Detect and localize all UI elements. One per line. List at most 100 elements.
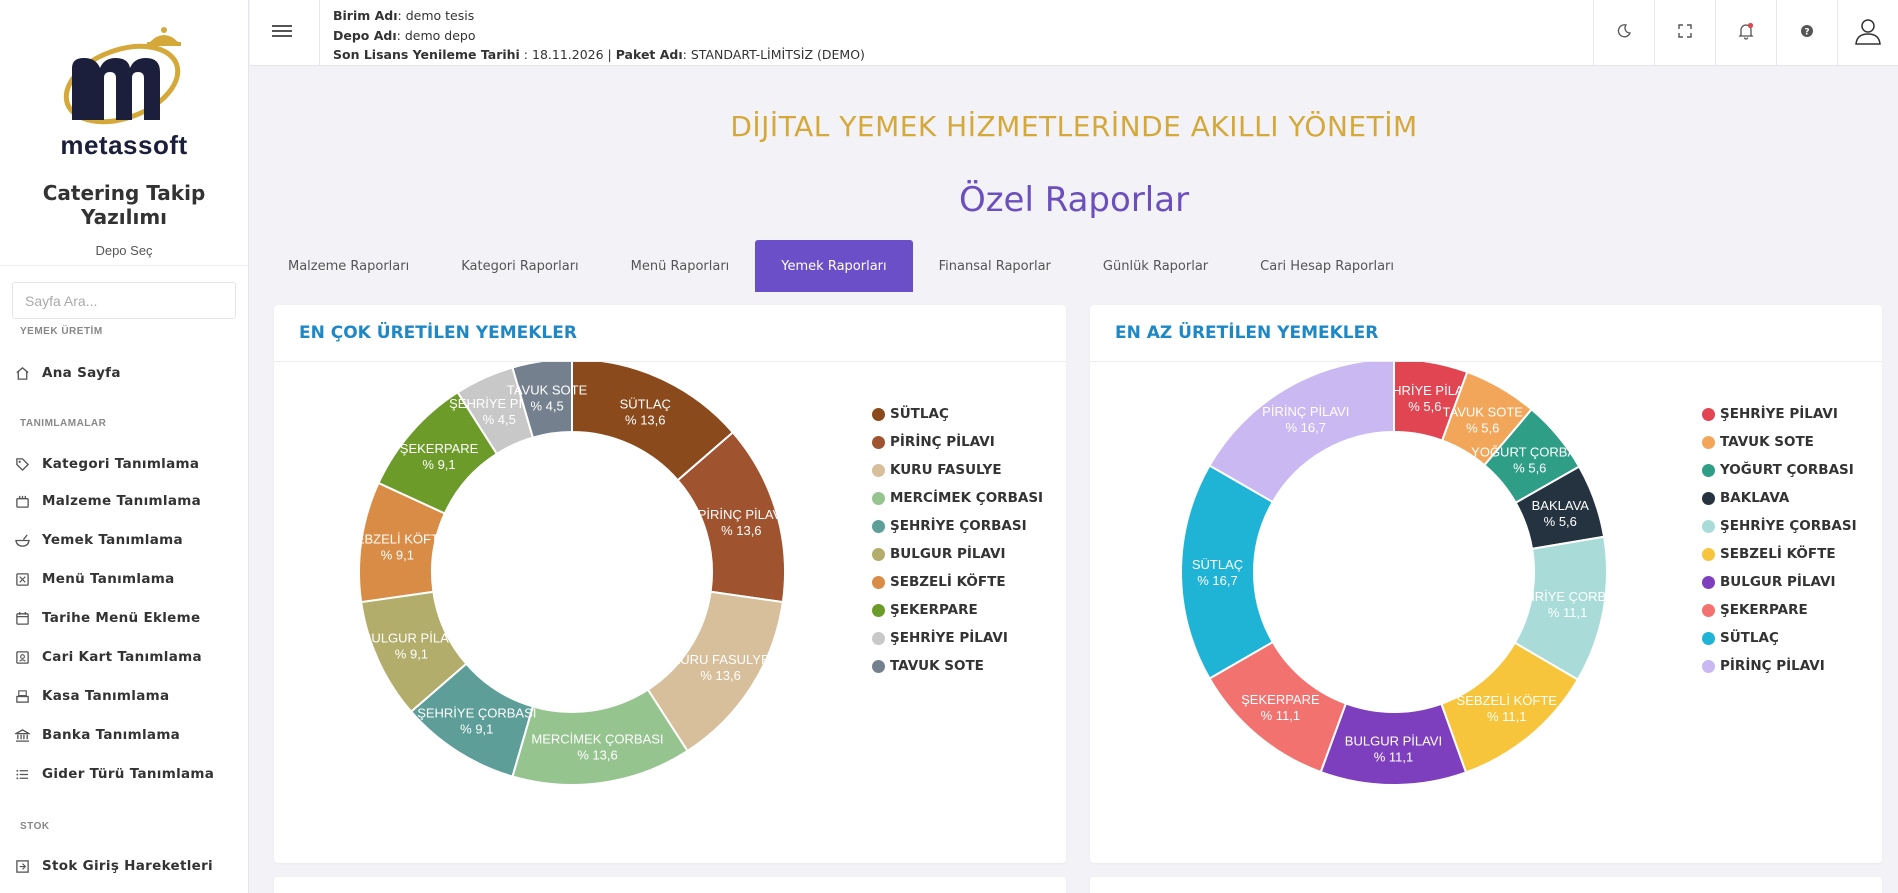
slice-value-label: % 13,6 bbox=[700, 668, 740, 683]
tab-gunluk-raporlar[interactable]: Günlük Raporlar bbox=[1102, 258, 1209, 274]
slice-value-label: % 4,5 bbox=[483, 412, 516, 427]
slice-value-label: % 13,6 bbox=[625, 412, 665, 427]
legend-item[interactable]: SÜTLAÇ bbox=[1702, 624, 1857, 652]
legend-item[interactable]: PİRİNÇ PİLAVI bbox=[872, 428, 1043, 456]
sidebar-item-label: Banka Tanımlama bbox=[42, 727, 181, 743]
legend-label: MERCİMEK ÇORBASI bbox=[890, 490, 1044, 506]
top-header: Birim Adı: demo tesis Depo Adı: demo dep… bbox=[250, 0, 1898, 66]
birim-value: : demo tesis bbox=[397, 8, 475, 23]
sidebar-item-cari-kart[interactable]: Cari Kart Tanımlama bbox=[14, 645, 202, 669]
slice-label: BAKLAVA bbox=[1532, 498, 1590, 513]
svg-text:?: ? bbox=[1804, 27, 1809, 37]
legend-item[interactable]: BAKLAVA bbox=[1702, 484, 1857, 512]
tab-malzeme-raporlari[interactable]: Malzeme Raporları bbox=[288, 258, 410, 274]
tagline: DİJİTAL YEMEK HİZMETLERİNDE AKILLI YÖNET… bbox=[730, 110, 1418, 143]
tab-menu-raporlari[interactable]: Menü Raporları bbox=[630, 258, 730, 274]
pie-slice[interactable] bbox=[1208, 362, 1395, 504]
pie-slice[interactable] bbox=[1180, 464, 1275, 680]
legend-swatch bbox=[1702, 659, 1715, 673]
slice-value-label: % 5,6 bbox=[1466, 420, 1499, 435]
legend-item[interactable]: KURU FASULYE bbox=[872, 456, 1043, 484]
section-yemek-uretim: YEMEK ÜRETİM bbox=[20, 326, 103, 337]
dark-mode-button[interactable] bbox=[1593, 0, 1654, 66]
chart-card-partial bbox=[274, 877, 1066, 893]
slice-label: ŞEHRİYE ÇORBASI bbox=[1508, 589, 1627, 604]
fullscreen-button[interactable] bbox=[1654, 0, 1715, 66]
sidebar-item-menu[interactable]: Menü Tanımlama bbox=[14, 567, 175, 591]
sidebar-item-stok-giris[interactable]: Stok Giriş Hareketleri bbox=[14, 854, 213, 878]
page-search-input[interactable] bbox=[12, 282, 236, 319]
slice-label: BULGUR PİLAVI bbox=[1345, 733, 1442, 748]
help-button[interactable]: ? bbox=[1776, 0, 1837, 66]
notifications-button[interactable] bbox=[1715, 0, 1776, 66]
lisans-value: : 18.11.2026 | bbox=[519, 47, 616, 62]
section-tanimlamalar: TANIMLAMALAR bbox=[20, 418, 107, 429]
sidebar-item-banka[interactable]: Banka Tanımlama bbox=[14, 723, 180, 747]
app-name: Catering Takip Yazılımı bbox=[42, 181, 206, 229]
legend-item[interactable]: MERCİMEK ÇORBASI bbox=[872, 484, 1043, 512]
legend-label: ŞEKERPARE bbox=[890, 602, 978, 618]
tab-finansal-raporlar[interactable]: Finansal Raporlar bbox=[938, 258, 1051, 274]
user-profile-button[interactable] bbox=[1837, 0, 1898, 66]
legend-item[interactable]: SEBZELİ KÖFTE bbox=[872, 568, 1043, 596]
legend-item[interactable]: YOĞURT ÇORBASI bbox=[1702, 456, 1857, 484]
hamburger-menu-icon[interactable] bbox=[272, 22, 292, 42]
legend-item[interactable]: ŞEKERPARE bbox=[872, 596, 1043, 624]
sidebar-item-ana-sayfa[interactable]: Ana Sayfa bbox=[14, 361, 121, 385]
legend-item[interactable]: ŞEKERPARE bbox=[1702, 596, 1857, 624]
tab-yemek-raporlari[interactable]: Yemek Raporları bbox=[755, 240, 913, 292]
sidebar-item-label: Malzeme Tanımlama bbox=[42, 493, 202, 509]
legend-label: SEBZELİ KÖFTE bbox=[1720, 546, 1836, 562]
legend-item[interactable]: ŞEHRİYE ÇORBASI bbox=[1702, 512, 1857, 540]
legend-swatch bbox=[1702, 603, 1715, 617]
legend-item[interactable]: ŞEHRİYE PİLAVI bbox=[872, 624, 1043, 652]
legend-swatch bbox=[1702, 631, 1715, 645]
legend-item[interactable]: BULGUR PİLAVI bbox=[1702, 568, 1857, 596]
calendar-icon bbox=[14, 610, 30, 626]
logo-text: metassoft bbox=[60, 130, 188, 160]
slice-label: YOĞURT ÇORBASI bbox=[1471, 444, 1588, 459]
legend-item[interactable]: TAVUK SOTE bbox=[872, 652, 1043, 680]
legend-swatch bbox=[1702, 463, 1715, 477]
id-card-icon bbox=[14, 649, 30, 665]
stock-in-icon bbox=[14, 858, 30, 874]
moon-icon bbox=[1616, 23, 1632, 44]
slice-label: ŞEHRİYE PİLAVI bbox=[1375, 383, 1475, 398]
bank-icon bbox=[14, 727, 30, 743]
home-icon bbox=[14, 365, 30, 381]
legend-item[interactable]: BULGUR PİLAVI bbox=[872, 540, 1043, 568]
tab-cari-hesap-raporlari[interactable]: Cari Hesap Raporları bbox=[1260, 258, 1394, 274]
slice-label: SÜTLAÇ bbox=[620, 396, 671, 411]
sidebar-item-gider-turu[interactable]: Gider Türü Tanımlama bbox=[14, 762, 214, 786]
legend-label: ŞEHRİYE PİLAVI bbox=[1720, 406, 1838, 422]
chart-title: EN ÇOK ÜRETİLEN YEMEKLER bbox=[299, 323, 577, 343]
slice-label: SEBZELİ KÖFTE bbox=[1457, 693, 1558, 708]
legend-swatch bbox=[872, 407, 885, 421]
sidebar-item-malzeme[interactable]: Malzeme Tanımlama bbox=[14, 489, 201, 513]
legend-item[interactable]: TAVUK SOTE bbox=[1702, 428, 1857, 456]
slice-value-label: % 9,1 bbox=[395, 646, 428, 661]
pie-slice[interactable] bbox=[511, 362, 573, 439]
sidebar-item-kasa[interactable]: Kasa Tanımlama bbox=[14, 684, 169, 708]
legend-item[interactable]: SEBZELİ KÖFTE bbox=[1702, 540, 1857, 568]
sidebar-item-tarihe-menu[interactable]: Tarihe Menü Ekleme bbox=[14, 606, 200, 630]
slice-value-label: % 11,1 bbox=[1261, 708, 1301, 723]
legend-item[interactable]: PİRİNÇ PİLAVI bbox=[1702, 652, 1857, 680]
legend-item[interactable]: SÜTLAÇ bbox=[872, 400, 1043, 428]
slice-value-label: % 13,6 bbox=[721, 523, 761, 538]
slice-label: ŞEKERPARE bbox=[1241, 692, 1320, 707]
slice-label: MERCİMEK ÇORBASI bbox=[531, 732, 663, 747]
tab-kategori-raporlari[interactable]: Kategori Raporları bbox=[461, 258, 579, 274]
sidebar-item-label: Kasa Tanımlama bbox=[42, 688, 170, 704]
legend-swatch bbox=[872, 575, 885, 589]
legend-swatch bbox=[1702, 575, 1715, 589]
sidebar-item-kategori[interactable]: Kategori Tanımlama bbox=[14, 452, 199, 476]
legend-label: YOĞURT ÇORBASI bbox=[1720, 462, 1854, 478]
paket-value: : STANDART-LİMİTSİZ (DEMO) bbox=[682, 47, 865, 62]
sidebar-item-yemek[interactable]: Yemek Tanımlama bbox=[14, 528, 183, 552]
legend-item[interactable]: ŞEHRİYE PİLAVI bbox=[1702, 400, 1857, 428]
depo-select-link[interactable]: Depo Seç bbox=[95, 243, 153, 258]
legend-item[interactable]: ŞEHRİYE ÇORBASI bbox=[872, 512, 1043, 540]
legend-swatch bbox=[1702, 407, 1715, 421]
slice-value-label: % 4,5 bbox=[530, 398, 563, 413]
